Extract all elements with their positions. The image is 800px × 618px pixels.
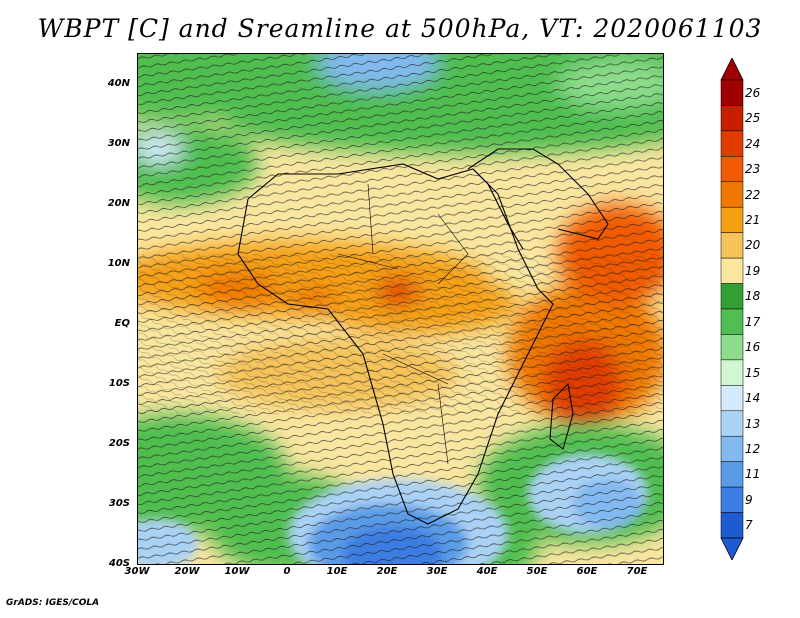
- colorbar-segment: [720, 308, 744, 335]
- lon-label: 20E: [376, 566, 398, 577]
- colorbar-segment: [720, 410, 744, 437]
- lon-label: 40E: [476, 566, 498, 577]
- lon-label: 70E: [626, 566, 648, 577]
- lon-label: 10W: [224, 566, 250, 577]
- lon-label: 60E: [576, 566, 598, 577]
- colorbar-segment: [720, 156, 744, 183]
- colorbar-arrow-bottom: [720, 537, 744, 560]
- colorbar-label: 21: [745, 212, 761, 227]
- colorbar-arrow-top: [720, 58, 744, 81]
- colorbar-segment: [720, 283, 744, 310]
- lon-label: 30E: [426, 566, 448, 577]
- colorbar-segment: [720, 181, 744, 208]
- colorbar-label: 16: [745, 340, 761, 355]
- colorbar-segment: [720, 257, 744, 284]
- lat-label: 30S: [108, 498, 130, 509]
- colorbar-label: 19: [745, 263, 761, 278]
- lat-label: 20S: [108, 438, 130, 449]
- colorbar-segment: [720, 486, 744, 513]
- colorbar-segment: [720, 79, 744, 106]
- colorbar-segment: [720, 206, 744, 233]
- wbpt-field: [138, 54, 663, 564]
- map-plot-area: [137, 53, 664, 565]
- colorbar-label: 26: [745, 85, 761, 100]
- lat-label: 10S: [108, 378, 130, 389]
- lat-label: 40S: [108, 558, 130, 569]
- colorbar-label: 11: [745, 467, 761, 482]
- colorbar: [720, 58, 744, 560]
- lat-label: 10N: [107, 258, 130, 269]
- colorbar-label: 13: [745, 416, 761, 431]
- colorbar-label: 22: [745, 187, 761, 202]
- colorbar-label: 20: [745, 238, 761, 253]
- colorbar-segment: [720, 461, 744, 488]
- colorbar-segment: [720, 435, 744, 462]
- lon-label: 50E: [526, 566, 548, 577]
- credit-text: GrADS: IGES/COLA: [6, 598, 100, 608]
- colorbar-label: 15: [745, 365, 761, 380]
- colorbar-segment: [720, 232, 744, 259]
- colorbar-label: 24: [745, 136, 761, 151]
- colorbar-segment: [720, 130, 744, 157]
- lat-label: 20N: [107, 198, 130, 209]
- colorbar-segment: [720, 359, 744, 386]
- colorbar-label: 25: [745, 111, 761, 126]
- colorbar-segment: [720, 334, 744, 361]
- lon-label: 20W: [174, 566, 200, 577]
- lon-label: 10E: [326, 566, 348, 577]
- colorbar-label: 14: [745, 391, 761, 406]
- lat-label: EQ: [114, 318, 130, 329]
- colorbar-label: 12: [745, 441, 761, 456]
- colorbar-label: 17: [745, 314, 761, 329]
- colorbar-segment: [720, 105, 744, 132]
- colorbar-label: 18: [745, 289, 761, 304]
- lat-label: 40N: [107, 78, 130, 89]
- colorbar-segment: [720, 512, 744, 539]
- colorbar-label: 7: [745, 518, 753, 533]
- colorbar-segment: [720, 385, 744, 412]
- lon-label: 0: [283, 566, 291, 577]
- chart-title: WBPT [C] and Sreamline at 500hPa, VT: 20…: [37, 14, 763, 43]
- colorbar-label: 23: [745, 162, 761, 177]
- lon-label: 30W: [124, 566, 150, 577]
- colorbar-label: 9: [745, 492, 753, 507]
- lat-label: 30N: [107, 138, 130, 149]
